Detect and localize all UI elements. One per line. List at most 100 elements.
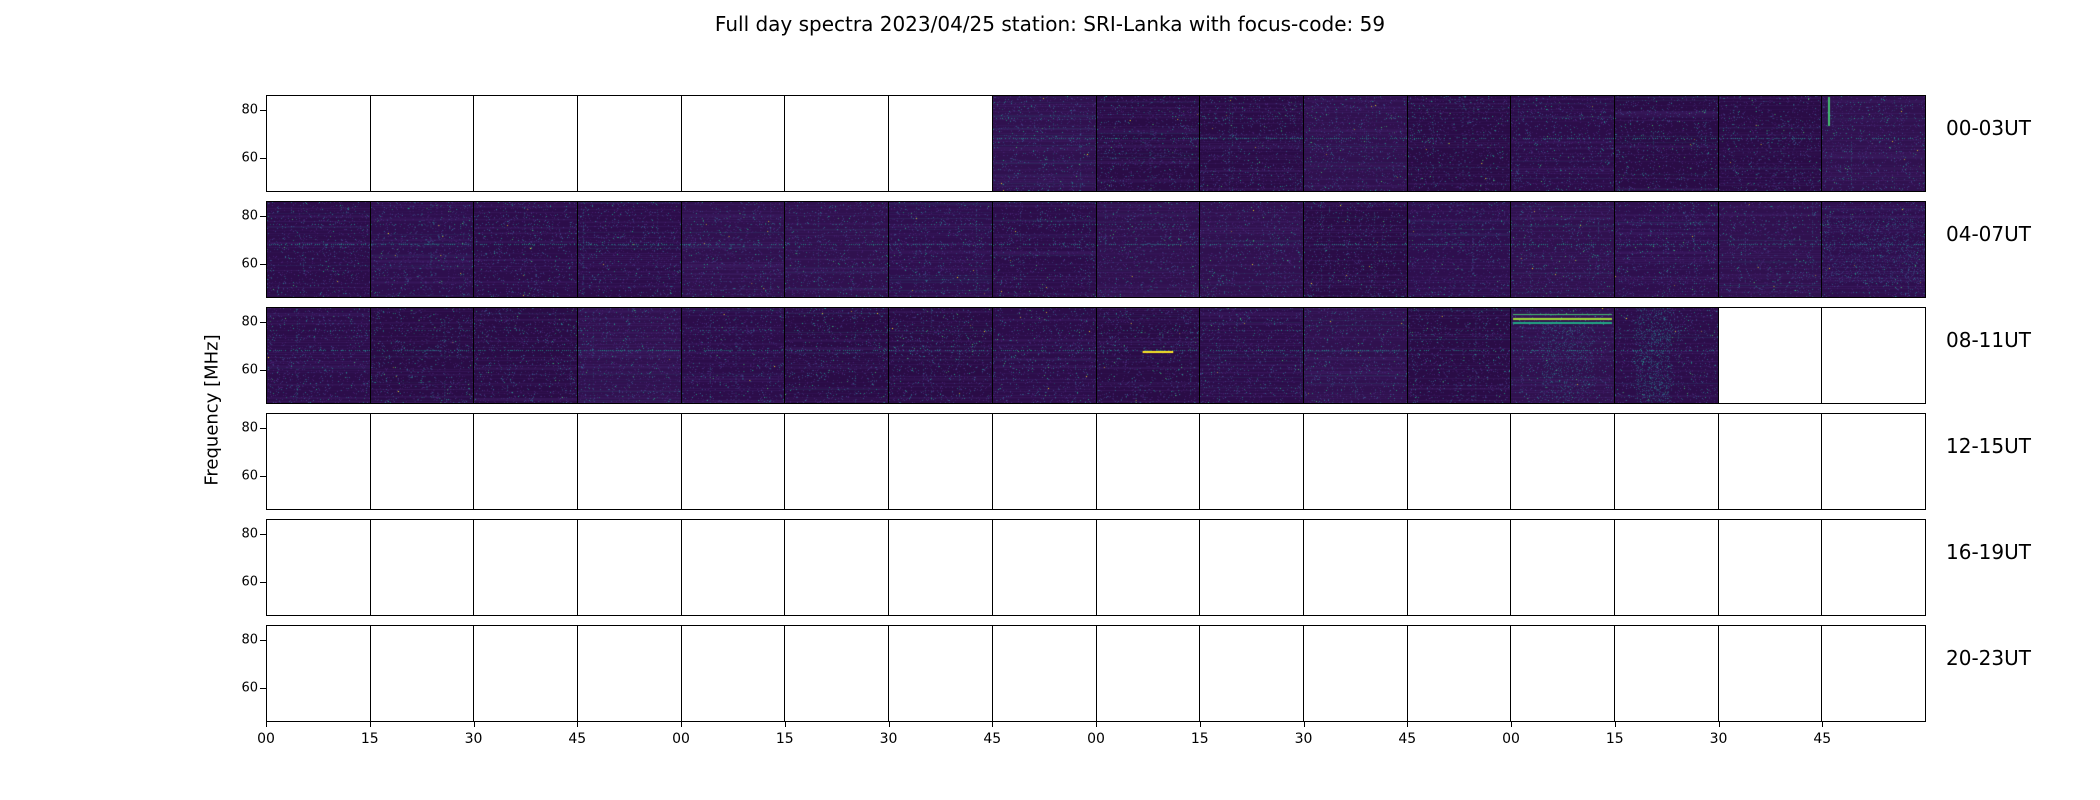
empty-panel [1407, 520, 1512, 615]
spectrogram-canvas [370, 202, 474, 297]
x-tick-label: 00 [672, 731, 690, 747]
empty-panel [1511, 626, 1615, 721]
spectrogram-panel [785, 202, 890, 297]
empty-panel [681, 414, 786, 509]
empty-panel [1718, 308, 1823, 403]
x-tick [1407, 721, 1409, 727]
empty-panel [267, 520, 371, 615]
spectrogram-canvas [1096, 308, 1200, 403]
x-tick [266, 721, 267, 727]
row-label-12-15UT: 12-15UT [1946, 434, 2031, 458]
empty-panel [1096, 626, 1201, 721]
empty-panel [474, 96, 579, 191]
empty-panel [578, 520, 682, 615]
spectrogram-row-20-23UT [266, 625, 1926, 722]
empty-panel [785, 626, 890, 721]
row-label-20-23UT: 20-23UT [1946, 646, 2031, 670]
spectrogram-canvas [785, 202, 889, 297]
x-tick [1303, 721, 1305, 727]
spectrogram-panel [681, 308, 786, 403]
spectrogram-canvas [474, 202, 578, 297]
x-tick [1718, 721, 1720, 727]
spectrogram-canvas [1407, 202, 1511, 297]
spectrogram-canvas [1096, 202, 1200, 297]
chart-title: Full day spectra 2023/04/25 station: SRI… [714, 12, 1386, 36]
spectrogram-panel [785, 308, 890, 403]
x-tick-label: 30 [464, 731, 483, 747]
empty-panel [1200, 414, 1304, 509]
spectrogram-canvas [1718, 96, 1822, 191]
empty-panel [889, 96, 993, 191]
y-tick [260, 370, 266, 372]
spectrogram-panel [1407, 308, 1512, 403]
x-tick [577, 721, 579, 727]
spectrogram-canvas [1303, 202, 1407, 297]
x-tick-label: 00 [1087, 731, 1105, 747]
empty-panel [1718, 520, 1823, 615]
spectrogram-panel [992, 308, 1097, 403]
empty-panel [992, 414, 1097, 509]
empty-panel [1614, 626, 1719, 721]
empty-panel [1822, 626, 1925, 721]
spectrogram-canvas [1511, 96, 1614, 191]
y-axis-label: Frequency [MHz] [201, 334, 223, 486]
spectrogram-panel [1822, 96, 1925, 191]
empty-panel [1614, 414, 1719, 509]
empty-panel [1200, 520, 1304, 615]
empty-panel [1822, 414, 1925, 509]
y-tick [260, 427, 266, 429]
empty-panel [1407, 414, 1512, 509]
y-tick-label: 80 [241, 526, 258, 542]
empty-panel [578, 414, 682, 509]
x-tick [1822, 721, 1824, 727]
spectrogram-panel [1096, 308, 1201, 403]
x-tick [681, 721, 682, 727]
empty-panel [370, 520, 475, 615]
spectrogram-panel [681, 202, 786, 297]
empty-panel [578, 96, 682, 191]
empty-panel [1303, 520, 1408, 615]
spectrogram-canvas [1822, 202, 1925, 297]
y-tick-label: 60 [241, 256, 258, 272]
spectrogram-panel [267, 202, 371, 297]
spectrogram-panel [1200, 96, 1304, 191]
empty-panel [1822, 520, 1925, 615]
spectrogram-canvas [1511, 308, 1614, 403]
spectrogram-panel [1511, 308, 1615, 403]
empty-panel [1407, 626, 1512, 721]
spectrogram-panel [1303, 308, 1408, 403]
spectrogram-canvas [1822, 96, 1925, 191]
empty-panel [889, 626, 993, 721]
y-tick-label: 60 [241, 574, 258, 590]
empty-panel [785, 96, 890, 191]
spectrogram-panel [1614, 96, 1719, 191]
spectrogram-canvas [1096, 96, 1200, 191]
empty-panel [474, 520, 579, 615]
x-tick-label: 45 [1398, 731, 1417, 747]
spectrogram-canvas [267, 308, 370, 403]
spectrogram-canvas [1614, 308, 1718, 403]
y-tick-label: 80 [241, 420, 258, 436]
x-tick [473, 721, 475, 727]
spectrogram-panel [992, 96, 1097, 191]
x-tick-label: 15 [775, 731, 794, 747]
empty-panel [785, 414, 890, 509]
y-tick [260, 264, 266, 266]
spectrogram-panel [1407, 96, 1512, 191]
spectrogram-canvas [1200, 308, 1303, 403]
spectrogram-row-08-11UT [266, 307, 1926, 404]
y-tick-label: 60 [241, 680, 258, 696]
row-label-04-07UT: 04-07UT [1946, 222, 2031, 246]
spectrogram-row-12-15UT [266, 413, 1926, 510]
x-tick [888, 721, 890, 727]
spectrogram-canvas [474, 308, 578, 403]
x-tick-label: 45 [568, 731, 587, 747]
spectrogram-panel [889, 308, 993, 403]
x-tick-label: 45 [983, 731, 1002, 747]
x-tick [1511, 721, 1512, 727]
empty-panel [1303, 626, 1408, 721]
x-tick-label: 00 [1502, 731, 1520, 747]
empty-panel [267, 96, 371, 191]
y-tick [260, 158, 266, 160]
spectrogram-canvas [992, 308, 1096, 403]
